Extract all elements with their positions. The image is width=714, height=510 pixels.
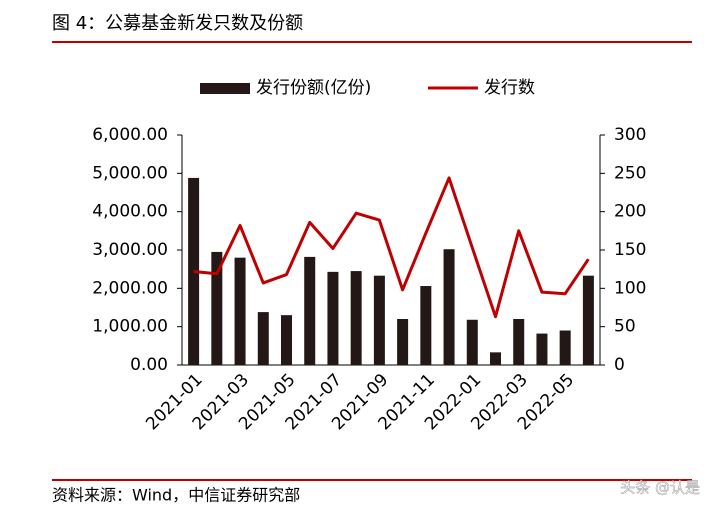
y2-tick-label: 0 xyxy=(614,355,625,375)
bar xyxy=(466,319,478,365)
y2-tick-label: 100 xyxy=(614,278,646,298)
bar xyxy=(443,249,455,365)
bar xyxy=(257,312,269,365)
bar xyxy=(536,333,548,365)
chart-title: 图 4：公募基金新发只数及份额 xyxy=(52,13,303,34)
bar xyxy=(304,256,316,365)
y-tick-label: 2,000.00 xyxy=(92,278,168,298)
y-tick-label: 5,000.00 xyxy=(92,163,168,183)
y-tick-label: 6,000.00 xyxy=(92,125,168,145)
bar xyxy=(211,251,223,365)
line xyxy=(193,176,590,319)
y2-tick-label: 250 xyxy=(614,163,646,183)
y2-tick-label: 150 xyxy=(614,240,646,260)
bar xyxy=(582,275,594,365)
watermark: 头条 @认是 xyxy=(620,479,700,497)
legend-label: 发行数 xyxy=(484,78,535,98)
bar xyxy=(559,330,571,365)
y2-tick-label: 200 xyxy=(614,202,646,222)
y-tick-label: 4,000.00 xyxy=(92,202,168,222)
y-tick-label: 0.00 xyxy=(130,355,168,375)
y-tick-label: 3,000.00 xyxy=(92,240,168,260)
y2-tick-label: 300 xyxy=(614,125,646,145)
bar xyxy=(420,286,432,365)
bar xyxy=(234,257,246,365)
y2-tick-label: 50 xyxy=(614,317,636,337)
bar xyxy=(350,271,362,365)
y-tick-label: 1,000.00 xyxy=(92,317,168,337)
bar xyxy=(373,275,385,365)
bar xyxy=(327,271,339,365)
legend-label: 发行份额(亿份) xyxy=(256,78,371,98)
legend-swatch xyxy=(200,83,250,94)
bar xyxy=(397,319,409,365)
bar xyxy=(281,315,292,365)
bar xyxy=(490,352,501,365)
bar xyxy=(513,319,525,365)
source: 资料来源：Wind，中信证券研究部 xyxy=(52,486,300,505)
